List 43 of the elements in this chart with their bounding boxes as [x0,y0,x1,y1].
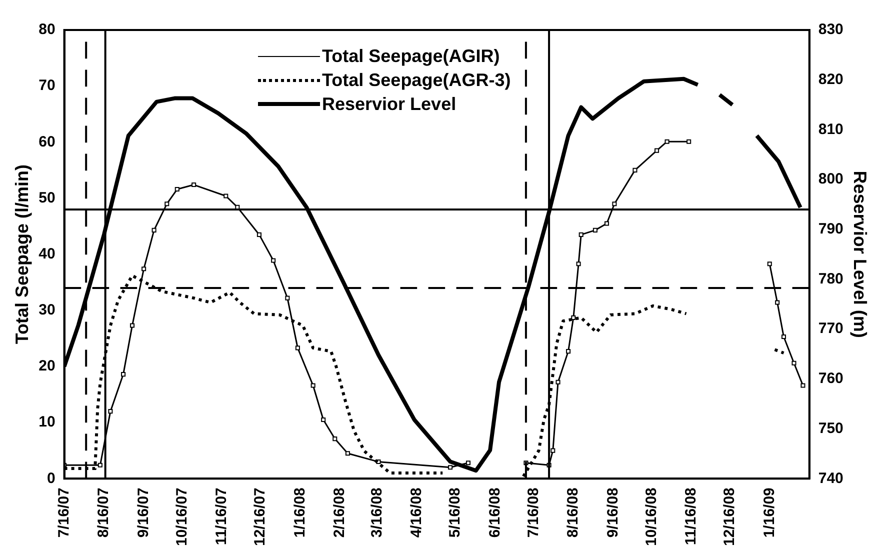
y-tick-label: 50 [38,189,56,206]
x-tick-label: 9/16/08 [604,488,622,538]
y2-tick-label: 750 [818,420,844,437]
y-tick-label: 30 [38,302,56,319]
y-tick-label: 60 [38,133,56,150]
x-tick-label: 5/16/08 [446,488,464,538]
y2-tick-label: 770 [818,320,844,338]
legend-label: Reservior Level [322,93,456,116]
y-tick-label: 80 [38,21,56,38]
y2-tick-label: 820 [818,70,844,88]
x-tick-label: 12/16/07 [252,488,269,546]
x-tick-label: 1/16/09 [760,488,778,538]
x-tick-label: 7/16/08 [524,488,542,538]
y2-tick-label: 780 [818,270,844,288]
y2-tick-label: 810 [818,120,844,138]
x-tick-label: 10/16/08 [642,488,660,546]
x-tick-label: 11/16/08 [682,488,700,546]
y-tick-label: 10 [38,414,56,431]
y2-tick-label: 790 [818,220,844,238]
y2-axis-title: Reservior Level (m) [850,170,870,338]
y2-tick-label: 760 [818,370,844,388]
x-tick-label: 3/16/08 [368,488,386,538]
y2-tick-label: 740 [818,470,844,487]
y-tick-label: 0 [46,470,56,487]
x-tick-label: 10/16/07 [173,488,190,546]
x-tick-label: 1/16/08 [291,488,308,538]
x-tick-label: 8/16/08 [564,488,582,538]
y2-tick-label: 800 [818,170,844,188]
y-tick-label: 20 [38,358,56,375]
x-tick-label: 6/16/08 [486,488,504,538]
legend-label: Total Seepage(AGR-3) [322,69,511,92]
x-tick-label: 8/16/07 [95,488,112,538]
y-tick-label: 70 [38,77,56,94]
x-tick-label: 7/16/07 [55,488,72,538]
x-tick-label: 12/16/08 [721,488,738,546]
x-tick-label: 11/16/07 [213,488,230,546]
y2-tick-label: 830 [818,21,844,38]
y-tick-label: 40 [38,245,56,262]
legend-label: Total Seepage(AGIR) [322,45,500,68]
x-tick-label: 2/16/08 [331,488,348,538]
y-axis-title: Total Seepage (l/min) [12,164,32,344]
x-tick-label: 4/16/08 [408,488,426,538]
x-tick-label: 9/16/07 [134,488,152,538]
